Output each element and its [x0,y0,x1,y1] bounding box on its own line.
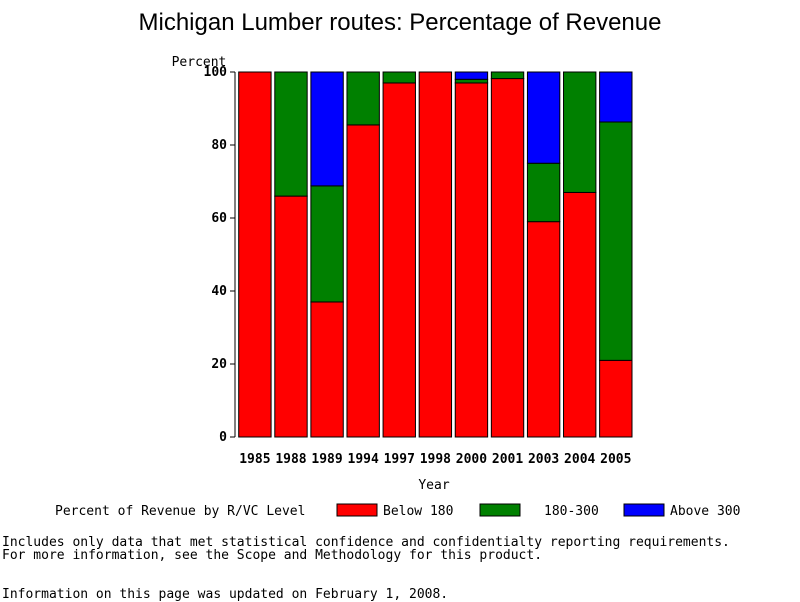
footnote-confidentiality: Includes only data that met statistical … [2,535,730,550]
bar-2005-180-300 [599,121,633,361]
y-tick-label: 0 [219,430,227,445]
bar-2001-below-180 [490,78,525,438]
bar-1998-below-180 [418,71,453,438]
x-axis-label: Year [418,478,449,493]
y-tick-label: 80 [211,138,227,153]
bar-2000-below-180 [454,82,489,438]
x-tick-label: 1997 [384,452,415,467]
x-tick-label: 1989 [311,452,342,467]
bar-1994-below-180 [346,124,380,438]
y-tick-label: 100 [204,65,228,80]
y-axis-label: Percent [172,55,227,70]
bar-2004-180-300 [563,71,597,193]
bar-1985-below-180 [238,71,272,438]
x-tick-label: 1994 [348,452,379,467]
y-tick-label: 20 [211,357,227,372]
bar-2004-below-180 [563,191,597,438]
plot-area: 1985 1988 1989 1994 1997 1998 2000 2001 2003 2004… [204,65,633,467]
chart-title: Michigan Lumber routes: Percentage of Re… [139,9,662,36]
legend-swatch-180-300 [479,503,521,517]
bar-1988-180-300 [274,71,308,197]
bar-2000-above-300 [454,71,489,80]
legend-swatch-below-180 [336,503,378,517]
y-tick-label: 40 [211,284,227,299]
legend-swatch-above-300 [623,503,665,517]
bar-1989-180-300 [310,185,344,303]
x-tick-label: 1998 [420,452,451,467]
x-tick-label: 2004 [564,452,595,467]
bar-1989-above-300 [310,71,344,187]
bar-2003-180-300 [526,162,561,223]
bar-1997-180-300 [382,71,416,84]
x-tick-label: 2000 [456,452,487,467]
bar-1994-180-300 [346,71,380,126]
bar-1989-below-180 [310,301,344,438]
bar-2001-180-300 [490,71,525,80]
legend-title: Percent of Revenue by R/VC Level [55,504,305,519]
legend-label-180-300: 180-300 [544,504,599,519]
x-tick-label: 2003 [528,452,559,467]
legend-label-below-180: Below 180 [383,504,453,519]
bar-2000-180-300 [454,78,489,84]
bar-1997-below-180 [382,82,416,438]
footnote-methodology: For more information, see the Scope and … [2,548,543,563]
y-tick-label: 60 [211,211,227,226]
x-tick-label: 2001 [492,452,523,467]
bar-2003-below-180 [526,221,561,438]
legend-label-above-300: Above 300 [670,504,740,519]
bar-2003-above-300 [526,71,561,164]
footnote-updated: Information on this page was updated on … [2,587,449,602]
legend: Percent of Revenue by R/VC Level Below 1… [55,503,740,519]
x-tick-label: 2005 [600,452,631,467]
bar-2005-above-300 [599,71,633,123]
bar-2005-below-180 [599,359,633,438]
x-tick-label: 1988 [275,452,306,467]
bar-1988-below-180 [274,195,308,438]
x-tick-label: 1985 [239,452,270,467]
